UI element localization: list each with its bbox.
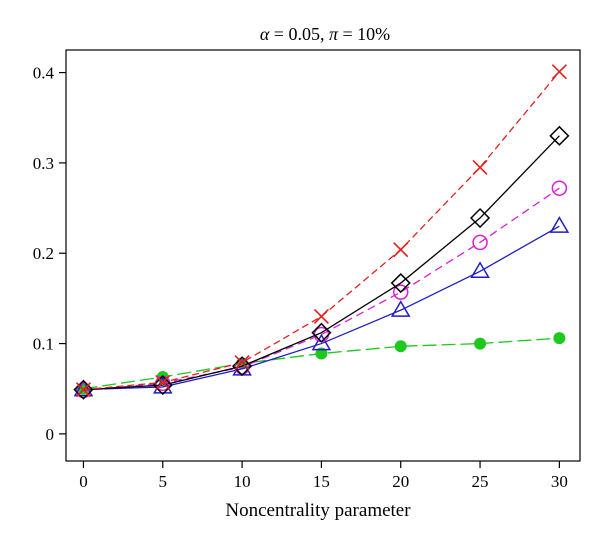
x-tick-label: 25 <box>472 472 489 491</box>
data-point-circle-filled <box>553 332 566 345</box>
data-point-circle-filled <box>474 337 487 350</box>
data-point-circle-open <box>75 382 92 399</box>
data-point-cross <box>393 242 409 258</box>
title-alpha-value: = 0.05, <box>269 24 329 44</box>
plot-frame <box>65 49 581 462</box>
data-point-triangle <box>549 216 570 233</box>
data-point-triangle <box>311 333 332 351</box>
series-line <box>83 337 560 390</box>
data-point-diamond <box>311 322 332 343</box>
data-point-triangle <box>73 379 94 397</box>
title-alpha-symbol: α <box>260 24 270 44</box>
data-point-cross <box>234 354 250 371</box>
data-point-cross <box>313 308 329 325</box>
data-point-cross <box>155 374 171 390</box>
y-tick-label: 0.1 <box>33 335 54 354</box>
data-point-circle-open <box>234 359 250 375</box>
data-point-diamond <box>469 207 491 229</box>
data-point-diamond <box>390 272 411 294</box>
data-point-diamond <box>73 379 94 400</box>
series-2-triangle <box>73 216 570 397</box>
data-point-triangle <box>390 300 411 317</box>
data-point-circle-open <box>392 284 409 300</box>
data-point-diamond <box>549 125 570 146</box>
series-layer <box>73 64 570 400</box>
x-tick-label: 20 <box>392 472 409 491</box>
x-tick-label: 30 <box>551 472 568 491</box>
data-point-diamond <box>152 375 173 396</box>
y-tick-label: 0.4 <box>33 64 55 83</box>
y-tick-label: 0.3 <box>33 154 54 173</box>
data-point-triangle <box>470 261 490 279</box>
y-tick-label: 0 <box>46 425 55 444</box>
data-point-diamond <box>232 356 253 377</box>
title-pi-value: = 10% <box>338 24 390 44</box>
series-5-cross <box>75 64 567 398</box>
data-point-circle-filled <box>315 347 328 360</box>
title-pi-symbol: π <box>329 24 339 44</box>
x-tick-label: 0 <box>79 472 88 491</box>
series-4-diamond <box>73 125 570 400</box>
data-point-cross <box>551 64 567 80</box>
ticks-layer: 0 5 10 15 20 25 30 0 0.1 0.2 0.3 0.4 <box>33 64 568 491</box>
series-3-circle-open <box>75 180 568 399</box>
series-line <box>83 135 560 391</box>
series-line <box>83 225 560 391</box>
data-point-cross <box>472 159 488 175</box>
data-point-circle-open <box>472 234 488 251</box>
x-axis-label: Noncentrality parameter <box>225 500 411 521</box>
data-point-cross <box>75 382 92 398</box>
data-point-circle-open <box>551 180 568 196</box>
y-tick-label: 0.2 <box>33 244 54 263</box>
x-tick-label: 5 <box>159 472 168 491</box>
x-tick-label: 15 <box>313 472 330 491</box>
chart-title: α = 0.05, π = 10% <box>260 24 390 44</box>
x-tick-label: 10 <box>234 472 251 491</box>
data-point-circle-filled <box>394 340 407 353</box>
